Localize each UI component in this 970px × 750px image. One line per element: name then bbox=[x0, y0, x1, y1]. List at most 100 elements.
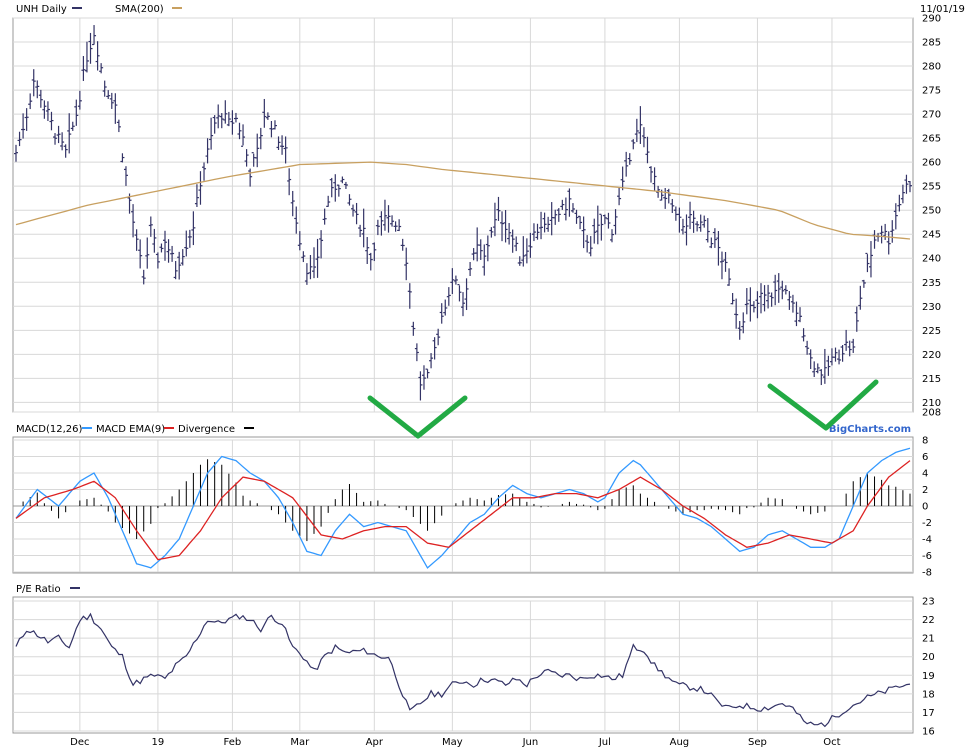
ohlc-bar bbox=[805, 340, 810, 355]
ohlc-bar bbox=[854, 306, 859, 332]
y-tick-label: 285 bbox=[922, 38, 941, 49]
ohlc-bar bbox=[535, 223, 540, 240]
ohlc-bar bbox=[407, 283, 412, 309]
y-tick-label: 18 bbox=[922, 689, 935, 700]
ohlc-bar bbox=[155, 252, 160, 269]
ohlc-bar bbox=[276, 136, 281, 150]
ohlc-bar bbox=[439, 303, 444, 324]
ohlc-bar bbox=[560, 199, 565, 210]
sma-200-line bbox=[15, 161, 911, 240]
ohlc-bar bbox=[361, 208, 366, 248]
ohlc-bar bbox=[63, 144, 68, 158]
ohlc-bar bbox=[684, 214, 689, 246]
ohlc-bar bbox=[17, 131, 22, 147]
ohlc-bar bbox=[450, 268, 455, 295]
y-tick-label: 275 bbox=[922, 86, 941, 97]
ohlc-bar bbox=[567, 188, 572, 217]
ohlc-bar bbox=[787, 291, 792, 310]
ohlc-bar bbox=[21, 113, 26, 139]
ohlc-bar bbox=[287, 168, 292, 196]
ohlc-bar bbox=[556, 208, 561, 222]
ohlc-bar bbox=[847, 340, 852, 357]
ohlc-bar bbox=[819, 369, 824, 386]
ohlc-bar bbox=[769, 292, 774, 307]
ohlc-bar bbox=[514, 236, 519, 252]
ohlc-bar bbox=[205, 138, 210, 164]
ohlc-bar bbox=[844, 329, 849, 351]
ohlc-bar bbox=[393, 221, 398, 232]
ohlc-bar bbox=[900, 184, 905, 204]
ohlc-bar bbox=[688, 201, 693, 230]
ohlc-bar bbox=[695, 221, 700, 232]
ohlc-bar bbox=[432, 337, 437, 360]
ohlc-bar bbox=[212, 115, 217, 134]
ohlc-bar bbox=[521, 236, 526, 267]
ohlc-bar bbox=[826, 355, 831, 376]
ohlc-bar bbox=[425, 368, 430, 379]
ohlc-bar bbox=[893, 203, 898, 230]
gridlines bbox=[13, 17, 913, 732]
ohlc-bar bbox=[606, 212, 611, 229]
ohlc-bar bbox=[634, 118, 639, 143]
y-tick-label: 240 bbox=[922, 254, 941, 265]
ohlc-bar bbox=[741, 312, 746, 334]
ohlc-bar bbox=[837, 349, 842, 365]
ohlc-bar bbox=[102, 80, 107, 97]
x-tick-label: Feb bbox=[224, 737, 242, 748]
ohlc-bar bbox=[507, 222, 512, 245]
ohlc-bar bbox=[904, 174, 909, 194]
ohlc-bar bbox=[879, 225, 884, 244]
ohlc-bar bbox=[255, 133, 260, 168]
ohlc-bar bbox=[762, 285, 767, 312]
ohlc-bar bbox=[60, 132, 65, 151]
x-tick-label: Aug bbox=[670, 737, 690, 748]
x-tick-label: Sep bbox=[748, 737, 767, 748]
ohlc-bar bbox=[624, 151, 629, 177]
ohlc-bar bbox=[702, 215, 707, 228]
ohlc-bar bbox=[290, 190, 295, 217]
ohlc-bar bbox=[177, 251, 182, 280]
ohlc-bar bbox=[755, 291, 760, 319]
ohlc-bar bbox=[297, 231, 302, 251]
ohlc-bar bbox=[358, 224, 363, 238]
x-tick-label: 19 bbox=[152, 737, 165, 748]
ohlc-bar bbox=[627, 153, 632, 165]
ohlc-bar bbox=[326, 195, 331, 207]
ohlc-bar bbox=[468, 261, 473, 277]
y-tick-label: 290 bbox=[922, 14, 941, 25]
ohlc-bar bbox=[865, 252, 870, 273]
ohlc-bar bbox=[868, 241, 873, 278]
ohlc-bar bbox=[478, 239, 483, 260]
ohlc-bar bbox=[258, 127, 263, 150]
ohlc-bar bbox=[84, 41, 89, 73]
ohlc-bar bbox=[191, 211, 196, 246]
ohlc-bar bbox=[14, 144, 18, 162]
y-tick-label: 260 bbox=[922, 158, 941, 169]
ohlc-bar bbox=[99, 63, 104, 74]
ohlc-bar bbox=[180, 249, 185, 266]
ohlc-bar bbox=[780, 280, 785, 300]
ohlc-bar bbox=[588, 236, 593, 257]
y-tick-label: 250 bbox=[922, 206, 941, 217]
ohlc-bar bbox=[319, 230, 324, 259]
ohlc-bar bbox=[464, 278, 469, 311]
legend-macd-swatch bbox=[82, 427, 92, 429]
x-tick-label: Jul bbox=[598, 737, 611, 748]
ohlc-bar bbox=[517, 256, 522, 266]
x-tick-label: May bbox=[442, 737, 463, 748]
ohlc-bar bbox=[421, 365, 426, 390]
x-axis: Dec 19 Feb Mar Apr May Jun Jul Aug Sep Oct bbox=[70, 737, 840, 748]
ohlc-bar bbox=[351, 204, 356, 217]
ohlc-bar bbox=[170, 245, 175, 262]
ohlc-bar bbox=[322, 208, 327, 225]
ohlc-bar bbox=[400, 238, 405, 251]
y-tick-label: -2 bbox=[922, 518, 932, 529]
ohlc-bar bbox=[333, 174, 338, 202]
pe-legend: P/E Ratio bbox=[16, 584, 80, 595]
ohlc-bar bbox=[663, 188, 668, 209]
ohlc-bar bbox=[719, 251, 724, 280]
x-tick-label: Mar bbox=[290, 737, 310, 748]
ohlc-bar bbox=[638, 106, 643, 144]
ohlc-bar bbox=[294, 206, 299, 234]
ohlc-bar bbox=[429, 353, 434, 369]
